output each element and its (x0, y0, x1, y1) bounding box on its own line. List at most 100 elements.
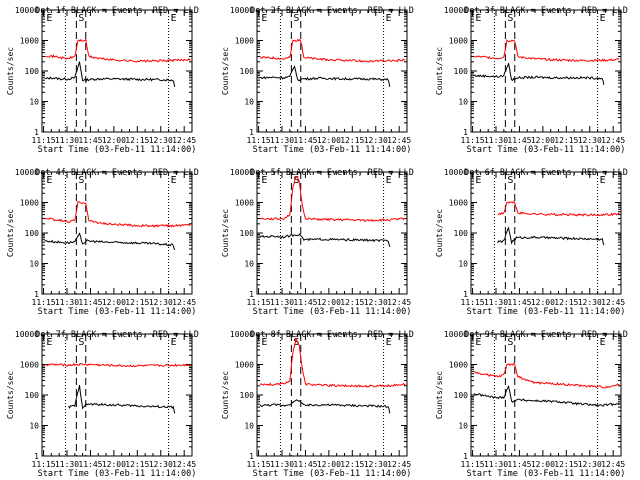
x-tick-label: 12:30 (578, 460, 602, 469)
panel-det-6: Det 6f BLACK = Events, RED = LLD Counts/s… (435, 168, 628, 317)
x-tick-label: 12:15 (554, 460, 578, 469)
x-axis-label: Start Time (03-Feb-11 11:14:00) (38, 145, 197, 155)
y-tick-label: 10000 (444, 330, 468, 339)
x-tick-label: 12:00 (102, 136, 126, 145)
panel-title: Det 5f BLACK = Events, RED = LLD (250, 168, 414, 178)
y-tick-label: 10 (244, 98, 254, 107)
panel-det-4: Det 4f BLACK = Events, RED = LLD Counts/s… (6, 168, 199, 317)
panel-title: Det 6f BLACK = Events, RED = LLD (464, 168, 628, 178)
x-tick-label: 12:00 (317, 136, 341, 145)
y-tick-label: 10 (29, 260, 39, 269)
x-tick-label: 12:00 (531, 298, 555, 307)
x-tick-label: 11:30 (484, 298, 508, 307)
marker-label: E (46, 337, 52, 348)
y-tick-label: 100 (454, 391, 469, 400)
y-axis-label: Counts/sec (435, 209, 444, 257)
y-tick-label: 10 (458, 260, 468, 269)
events-series-line (45, 61, 176, 88)
events-series-line (260, 65, 391, 87)
marker-label: E (600, 175, 606, 186)
y-tick-label: 100 (240, 67, 255, 76)
y-tick-label: 1 (249, 290, 254, 299)
marker-label: E (46, 175, 52, 186)
x-tick-label: 12:45 (387, 136, 411, 145)
marker-label: S (293, 337, 299, 348)
x-tick-label: 12:45 (387, 460, 411, 469)
y-tick-label: 1 (34, 290, 39, 299)
y-axis-label: Counts/sec (6, 47, 15, 95)
x-tick-label: 11:30 (484, 460, 508, 469)
marker-label: S (293, 13, 299, 24)
y-tick-label: 100 (25, 229, 40, 238)
x-tick-label: 12:45 (601, 136, 625, 145)
x-tick-label: 11:15 (247, 298, 271, 307)
x-tick-label: 11:15 (32, 460, 56, 469)
lld-series-line (259, 38, 406, 63)
x-tick-label: 12:30 (149, 298, 173, 307)
panel-title: Det 4f BLACK = Events, RED = LLD (35, 168, 199, 178)
x-axis-label: Start Time (03-Feb-11 11:14:00) (38, 307, 197, 317)
y-tick-label: 1 (34, 128, 39, 137)
marker-label: S (78, 13, 84, 24)
marker-label: E (386, 337, 392, 348)
plot-frame (256, 171, 408, 295)
x-tick-label: 12:30 (578, 136, 602, 145)
y-tick-label: 10 (29, 98, 39, 107)
y-tick-label: 10000 (15, 6, 39, 15)
x-tick-label: 12:30 (578, 298, 602, 307)
panel-det-1: Det 1f BLACK = Events, RED = LLD Counts/s… (6, 6, 199, 155)
y-tick-label: 10 (29, 422, 39, 431)
lld-series-line (259, 175, 406, 222)
x-axis-label: Start Time (03-Feb-11 11:14:00) (467, 307, 626, 317)
y-tick-label: 10 (458, 98, 468, 107)
events-series-line (259, 399, 391, 414)
x-tick-label: 12:30 (364, 298, 388, 307)
marker-label: S (507, 337, 513, 348)
y-tick-label: 10000 (15, 168, 39, 177)
x-tick-label: 11:15 (32, 136, 56, 145)
marker-label: E (600, 13, 606, 24)
x-axis-label: Start Time (03-Feb-11 11:14:00) (467, 145, 626, 155)
events-series-line (497, 226, 605, 246)
x-tick-label: 12:45 (172, 136, 196, 145)
marker-label: S (507, 175, 513, 186)
marker-label: E (171, 337, 177, 348)
y-tick-label: 10000 (230, 6, 254, 15)
events-series-line (68, 385, 176, 414)
plot-frame (41, 9, 193, 133)
panel-det-2: Det 2f BLACK = Events, RED = LLD Counts/s… (221, 6, 414, 155)
panel-title: Det 9f BLACK = Events, RED = LLD (464, 330, 628, 340)
x-tick-label: 11:30 (484, 136, 508, 145)
y-tick-label: 10 (458, 422, 468, 431)
plot-frame (470, 9, 622, 133)
x-tick-label: 11:45 (293, 460, 317, 469)
x-tick-label: 12:00 (102, 460, 126, 469)
events-series-line (44, 232, 176, 251)
y-axis-label: Counts/sec (221, 209, 230, 257)
x-tick-label: 12:30 (364, 460, 388, 469)
events-series-line (473, 384, 620, 407)
x-tick-label: 11:15 (461, 460, 485, 469)
x-tick-label: 12:30 (149, 460, 173, 469)
x-tick-label: 12:00 (317, 298, 341, 307)
events-series-line (259, 232, 391, 248)
marker-label: S (507, 13, 513, 24)
x-tick-label: 12:45 (601, 460, 625, 469)
x-axis-label: Start Time (03-Feb-11 11:14:00) (38, 469, 197, 479)
x-tick-label: 12:15 (125, 298, 149, 307)
events-series-line (473, 63, 605, 85)
x-tick-label: 12:15 (340, 136, 364, 145)
x-tick-label: 11:30 (270, 136, 294, 145)
marker-label: E (171, 13, 177, 24)
x-axis-label: Start Time (03-Feb-11 11:14:00) (253, 145, 412, 155)
panel-title: Det 8f BLACK = Events, RED = LLD (250, 330, 414, 340)
y-tick-label: 1000 (235, 37, 254, 46)
marker-label: S (78, 175, 84, 186)
x-tick-label: 12:15 (554, 298, 578, 307)
plot-frame (256, 333, 408, 457)
y-tick-label: 100 (240, 391, 255, 400)
x-tick-label: 12:30 (149, 136, 173, 145)
marker-label: S (78, 337, 84, 348)
y-tick-label: 1000 (449, 199, 468, 208)
